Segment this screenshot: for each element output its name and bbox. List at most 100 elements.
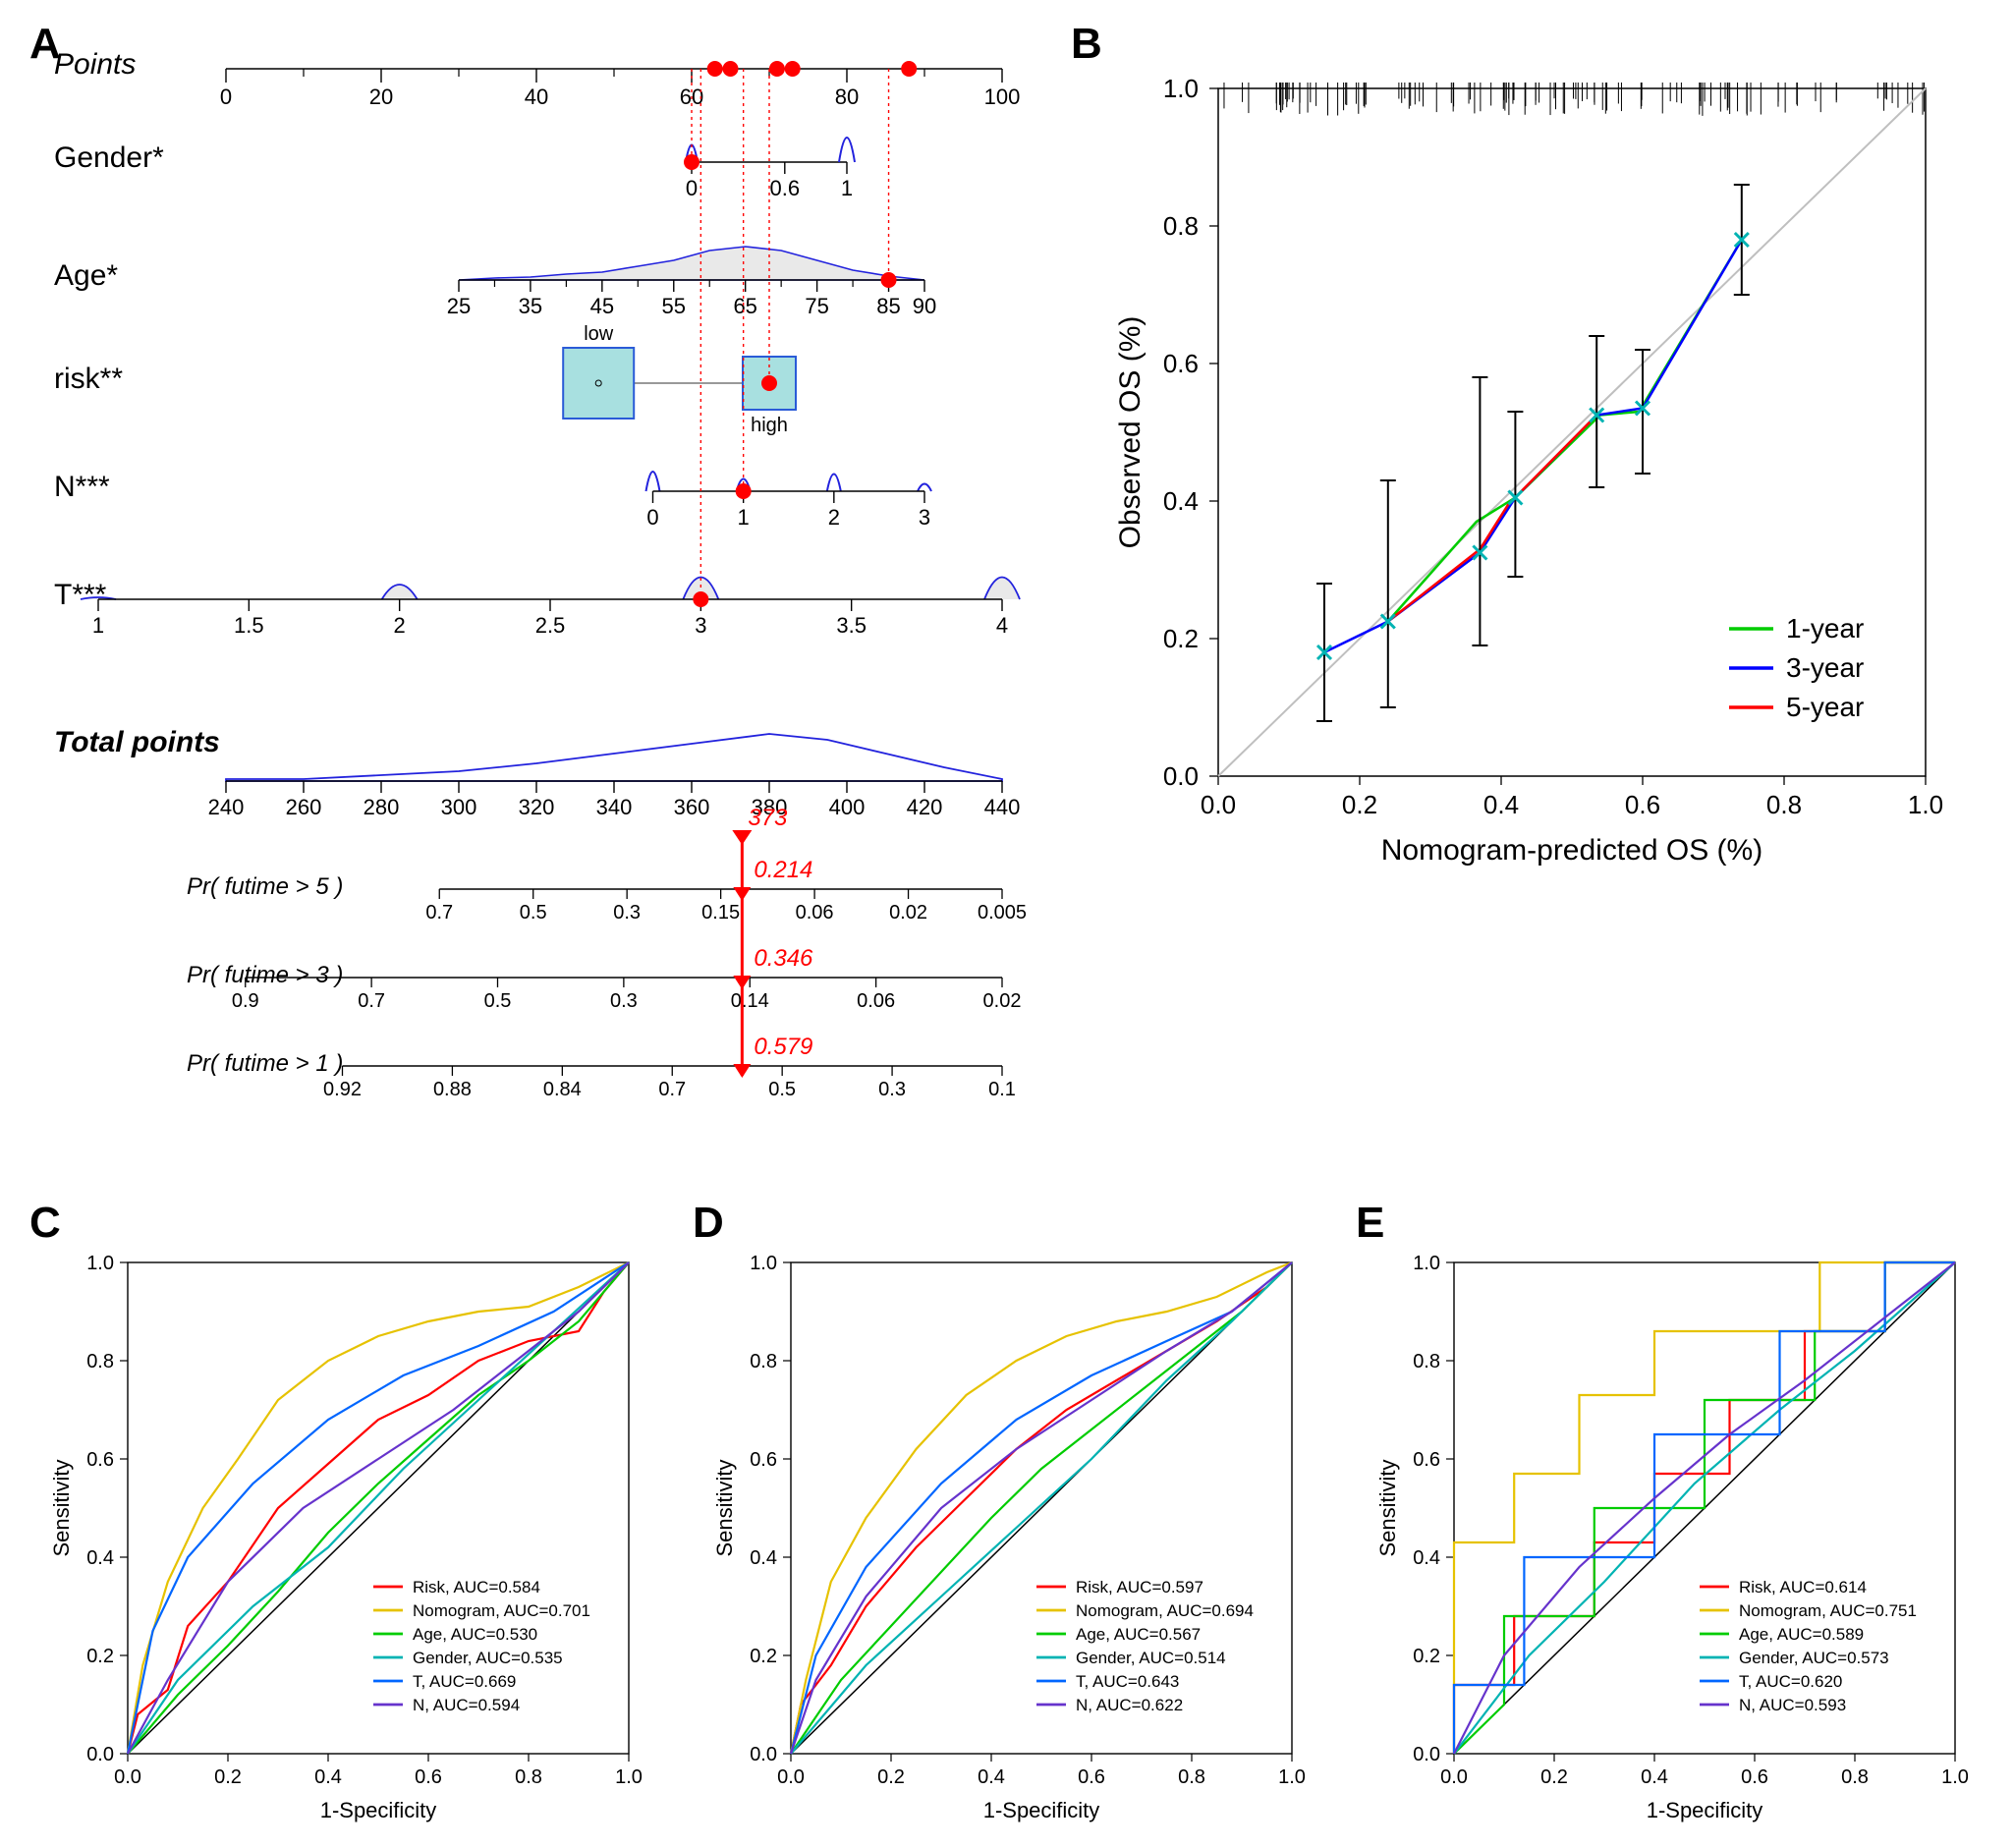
svg-text:Age, AUC=0.567: Age, AUC=0.567 [1076,1625,1201,1644]
svg-text:low: low [584,323,614,345]
svg-text:N***: N*** [54,471,110,503]
svg-text:0.2: 0.2 [214,1766,242,1788]
svg-text:0.8: 0.8 [86,1351,114,1372]
svg-text:360: 360 [674,795,710,819]
svg-text:0.7: 0.7 [658,1079,686,1100]
svg-text:2: 2 [828,505,840,530]
svg-text:Gender, AUC=0.514: Gender, AUC=0.514 [1076,1649,1226,1667]
svg-text:45: 45 [590,294,614,318]
svg-text:0.6: 0.6 [86,1449,114,1471]
svg-text:0.6: 0.6 [750,1449,777,1471]
svg-text:0.8: 0.8 [1413,1351,1440,1372]
svg-text:2: 2 [394,613,406,638]
svg-text:35: 35 [519,294,542,318]
svg-text:1-Specificity: 1-Specificity [983,1798,1100,1822]
svg-text:0.214: 0.214 [754,857,812,883]
svg-text:Nomogram-predicted OS (%): Nomogram-predicted OS (%) [1381,834,1762,867]
svg-text:0.6: 0.6 [1625,790,1660,819]
svg-text:0.8: 0.8 [1841,1766,1869,1788]
svg-text:0.3: 0.3 [613,902,641,924]
svg-text:0.4: 0.4 [1413,1547,1440,1569]
svg-text:Risk, AUC=0.597: Risk, AUC=0.597 [1076,1578,1203,1596]
roc-plot-C: 0.00.00.20.20.40.40.60.60.80.81.01.01-Sp… [29,1233,678,1842]
svg-text:0.8: 0.8 [750,1351,777,1372]
svg-text:0.2: 0.2 [1413,1646,1440,1667]
svg-text:Sensitivity: Sensitivity [1375,1459,1400,1556]
svg-text:high: high [751,415,788,436]
svg-text:0.8: 0.8 [1178,1766,1205,1788]
svg-text:0.06: 0.06 [796,902,834,924]
svg-text:Gender, AUC=0.535: Gender, AUC=0.535 [413,1649,563,1667]
svg-text:0.0: 0.0 [1413,1744,1440,1765]
svg-text:0.3: 0.3 [878,1079,906,1100]
svg-text:0.0: 0.0 [1163,761,1199,791]
roc-plot-E: 0.00.00.20.20.40.40.60.60.80.81.01.01-Sp… [1356,1233,2004,1842]
svg-text:1.0: 1.0 [1941,1766,1969,1788]
svg-text:0.5: 0.5 [484,990,512,1012]
svg-text:Age, AUC=0.530: Age, AUC=0.530 [413,1625,537,1644]
svg-text:0.1: 0.1 [988,1079,1016,1100]
svg-text:1: 1 [841,176,853,200]
svg-text:0.84: 0.84 [543,1079,582,1100]
svg-text:440: 440 [984,795,1021,819]
svg-text:0.0: 0.0 [1440,1766,1468,1788]
svg-text:40: 40 [525,84,548,109]
svg-text:1.0: 1.0 [86,1253,114,1274]
svg-text:1-Specificity: 1-Specificity [1647,1798,1763,1822]
svg-text:0.579: 0.579 [754,1034,812,1060]
svg-text:Gender*: Gender* [54,141,164,174]
svg-text:0.2: 0.2 [877,1766,905,1788]
svg-text:1-Specificity: 1-Specificity [320,1798,437,1822]
svg-text:0.4: 0.4 [1483,790,1519,819]
svg-text:0.15: 0.15 [701,902,740,924]
svg-text:0.2: 0.2 [1163,624,1199,653]
svg-text:0.6: 0.6 [770,176,801,200]
svg-text:Gender, AUC=0.573: Gender, AUC=0.573 [1739,1649,1889,1667]
svg-text:0.02: 0.02 [983,990,1022,1012]
svg-text:0.0: 0.0 [1201,790,1236,819]
svg-text:0: 0 [220,84,232,109]
svg-text:Nomogram, AUC=0.701: Nomogram, AUC=0.701 [413,1601,590,1620]
svg-text:65: 65 [733,294,756,318]
svg-text:0.14: 0.14 [731,990,769,1012]
svg-text:0.6: 0.6 [1413,1449,1440,1471]
svg-text:0.4: 0.4 [86,1547,114,1569]
svg-text:2.5: 2.5 [535,613,566,638]
svg-text:25: 25 [447,294,471,318]
svg-text:80: 80 [835,84,859,109]
svg-text:400: 400 [829,795,866,819]
svg-text:3: 3 [695,613,706,638]
svg-text:0.5: 0.5 [520,902,547,924]
svg-text:0.6: 0.6 [415,1766,442,1788]
svg-text:Risk, AUC=0.584: Risk, AUC=0.584 [413,1578,540,1596]
svg-text:0.6: 0.6 [1741,1766,1768,1788]
svg-text:5-year: 5-year [1786,692,1864,722]
svg-text:Nomogram, AUC=0.694: Nomogram, AUC=0.694 [1076,1601,1254,1620]
svg-text:0.7: 0.7 [358,990,385,1012]
svg-text:340: 340 [596,795,633,819]
svg-text:0.0: 0.0 [114,1766,141,1788]
svg-text:N, AUC=0.593: N, AUC=0.593 [1739,1696,1846,1714]
svg-text:100: 100 [984,84,1021,109]
svg-text:3.5: 3.5 [836,613,867,638]
svg-text:0: 0 [686,176,698,200]
svg-text:320: 320 [519,795,555,819]
svg-text:0.0: 0.0 [777,1766,805,1788]
svg-text:0.88: 0.88 [433,1079,472,1100]
svg-text:Total points: Total points [54,726,220,758]
svg-text:280: 280 [364,795,400,819]
svg-text:1.0: 1.0 [1908,790,1943,819]
svg-text:1.0: 1.0 [615,1766,643,1788]
nomogram-plot: Points020406080100Gender*00.61Age*253545… [39,29,1041,1179]
svg-text:Age*: Age* [54,259,118,292]
svg-text:1: 1 [738,505,750,530]
svg-text:1-year: 1-year [1786,613,1864,644]
svg-text:3-year: 3-year [1786,652,1864,683]
svg-text:0.4: 0.4 [1641,1766,1668,1788]
svg-text:T, AUC=0.643: T, AUC=0.643 [1076,1672,1179,1691]
svg-text:Pr( futime > 1 ): Pr( futime > 1 ) [187,1050,343,1077]
svg-text:Sensitivity: Sensitivity [712,1459,737,1556]
svg-text:0.92: 0.92 [323,1079,362,1100]
svg-text:0.2: 0.2 [1342,790,1377,819]
svg-text:55: 55 [662,294,686,318]
